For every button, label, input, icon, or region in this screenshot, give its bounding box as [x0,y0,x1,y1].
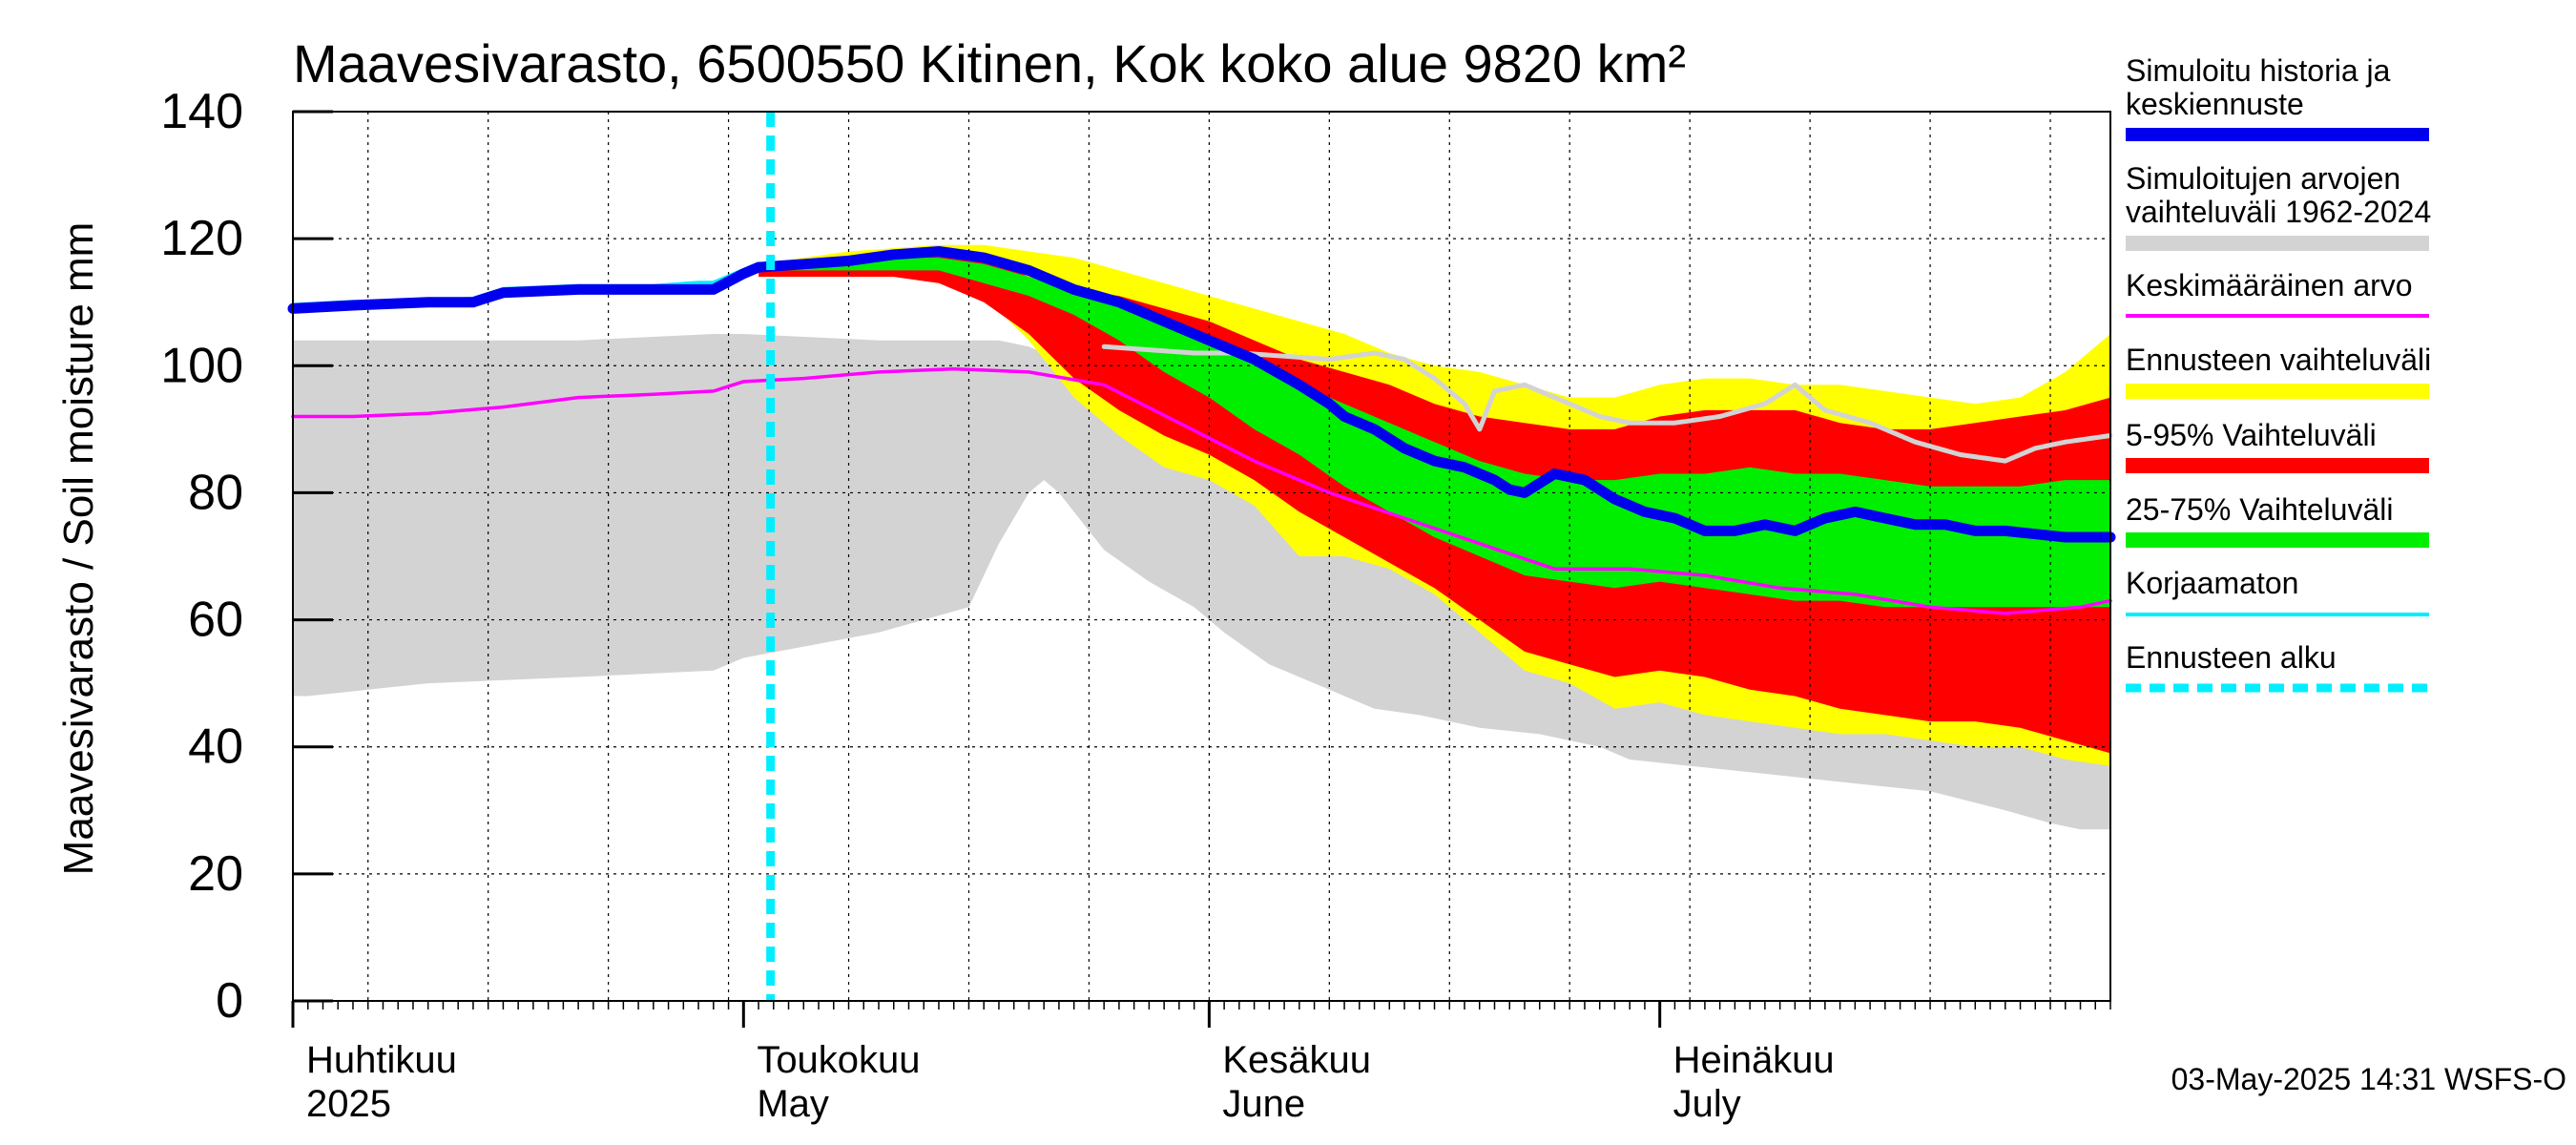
legend-swatch [2126,384,2429,399]
grid [293,112,2110,1001]
month-label: Toukokuu [757,1039,920,1081]
y-axis-label: Maavesivarasto / Soil moisture mm [55,222,102,876]
month-label: Huhtikuu [306,1039,457,1081]
mean-line [291,366,2112,615]
y-tick-label: 100 [160,338,243,393]
legend-label: Ennusteen vaihteluväli [2126,343,2431,377]
legend-label: Korjaamaton [2126,566,2298,600]
month-sublabel: 2025 [306,1083,391,1125]
p25-75-area [758,258,2110,608]
y-tick-label: 80 [188,465,243,520]
legend-swatch [2126,236,2429,251]
chart-title: Maavesivarasto, 6500550 Kitinen, Kok kok… [293,33,1686,94]
footer-timestamp: 03-May-2025 14:31 WSFS-O [2171,1062,2566,1096]
month-sublabel: May [757,1083,829,1125]
legend-label: 25-75% Vaihteluväli [2126,492,2393,527]
plot-frame [292,111,2111,1002]
legend-swatch [2126,458,2429,473]
legend-label: 5-95% Vaihteluväli [2126,418,2377,452]
month-label: Heinäkuu [1673,1039,1835,1081]
legend-label: Simuloitujen arvojen vaihteluväli 1962-20… [2126,161,2431,229]
month-label: Kesäkuu [1222,1039,1371,1081]
month-sublabel: July [1673,1083,1741,1125]
y-tick-label: 40 [188,719,243,775]
lines [287,112,2116,1001]
y-tick-label: 20 [188,846,243,902]
y-tick-label: 60 [188,593,243,648]
y-tick-labels: 0 20 40 60 80 100 120 140 [160,84,243,1029]
axes [291,110,2111,1028]
p25-75-band [758,258,2110,608]
legend-swatch [2126,128,2429,141]
y-tick-label: 0 [216,973,243,1029]
simulated-line [287,246,2116,543]
legend-swatch [2126,532,2429,548]
y-tick-label: 120 [160,211,243,266]
hist-range-band [293,334,2110,830]
legend-label: Ennusteen alku [2126,640,2337,675]
hist-range-area [293,334,2110,830]
hist-line [1101,344,2113,464]
legend: Simuloitu historia ja keskiennuste Simuloi… [2126,53,2431,693]
y-tick-label: 140 [160,84,243,139]
legend-label: Simuloitu historia ja keskiennuste [2126,53,2391,121]
legend-label: Keskimääräinen arvo [2126,268,2413,302]
month-sublabel: June [1222,1083,1305,1125]
